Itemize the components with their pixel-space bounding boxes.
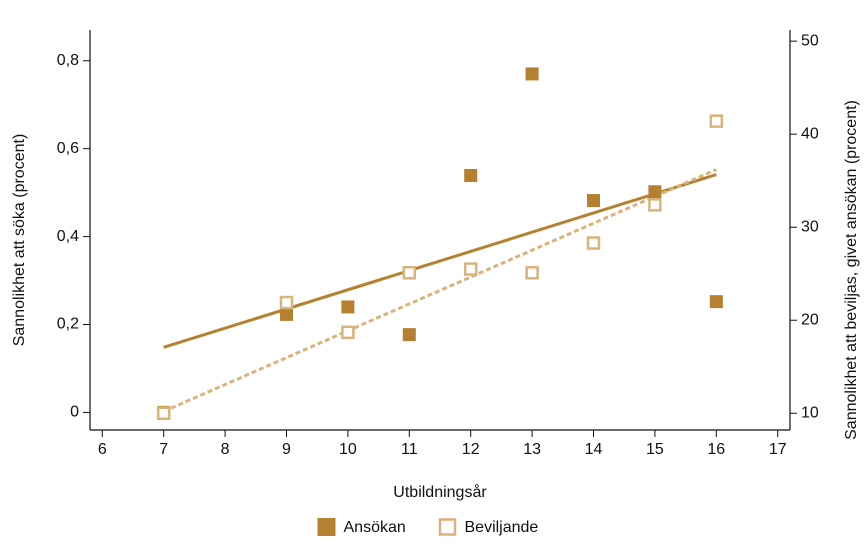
point — [279, 295, 294, 310]
x-tick-label: 13 — [523, 441, 541, 458]
y2-tick-label: 50 — [801, 32, 819, 49]
x-tick-label: 17 — [769, 441, 787, 458]
x-tick-label: 9 — [282, 441, 291, 458]
y-tick-label: 0,6 — [57, 140, 79, 157]
x-tick-label: 6 — [98, 441, 107, 458]
y-tick-label: 0,4 — [57, 228, 79, 245]
legend-swatch — [438, 518, 457, 536]
x-tick-label: 15 — [646, 441, 664, 458]
fit-line — [163, 173, 717, 349]
point — [402, 328, 416, 342]
point — [648, 185, 662, 199]
point — [402, 266, 417, 280]
point — [709, 114, 724, 128]
x-tick-label: 10 — [339, 441, 357, 458]
point — [709, 295, 723, 309]
y-tick-label: 0 — [70, 404, 79, 421]
x-tick-label: 7 — [159, 441, 168, 458]
point — [525, 67, 539, 81]
point — [463, 262, 478, 276]
legend-label: Ansökan — [344, 519, 406, 536]
point — [279, 307, 293, 321]
y-tick-label: 0,8 — [57, 52, 79, 69]
point — [341, 325, 355, 340]
y2-tick-label: 20 — [801, 311, 819, 328]
x-tick-label: 11 — [401, 441, 418, 458]
y-tick-label: 0,2 — [57, 316, 79, 333]
fit-line — [163, 168, 717, 413]
x-tick-label: 16 — [707, 441, 725, 458]
y2-axis-title: Sannolikhet att beviljas, givet ansökan … — [843, 100, 860, 440]
y-axis-title: Sannolikhet att söka (procent) — [11, 134, 28, 347]
y2-tick-label: 30 — [801, 218, 819, 235]
point — [341, 300, 355, 314]
point — [586, 236, 601, 250]
x-axis-title: Utbildningsår — [393, 483, 487, 501]
point — [587, 194, 601, 208]
y2-tick-label: 40 — [801, 125, 819, 142]
point — [464, 168, 478, 182]
x-tick-label: 12 — [462, 441, 480, 458]
point — [648, 198, 662, 212]
x-tick-label: 8 — [221, 441, 230, 458]
legend-label: Beviljande — [465, 519, 539, 536]
point — [156, 406, 171, 421]
x-tick-label: 14 — [585, 441, 603, 458]
y2-tick-label: 10 — [801, 404, 819, 421]
point — [525, 266, 539, 280]
legend-swatch — [317, 518, 336, 536]
